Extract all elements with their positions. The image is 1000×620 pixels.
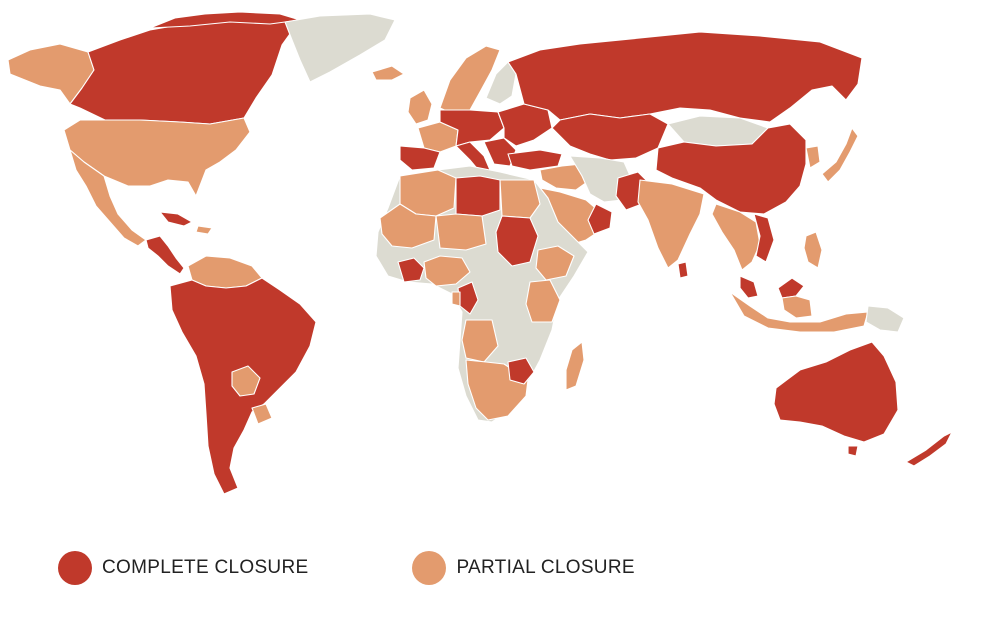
ghana-nigeria xyxy=(423,255,471,287)
middle-east-north xyxy=(539,163,591,191)
mexico xyxy=(69,149,147,247)
world-map xyxy=(7,11,953,495)
sudan xyxy=(495,215,539,267)
canada-islands xyxy=(149,11,301,29)
uruguay xyxy=(251,403,273,425)
russia xyxy=(507,31,863,123)
central-america xyxy=(145,235,185,275)
canada xyxy=(69,19,301,125)
iceland xyxy=(371,65,405,81)
uk-ireland xyxy=(407,89,433,125)
mongolia xyxy=(667,115,769,147)
sri-lanka xyxy=(677,261,689,279)
turkey xyxy=(507,149,563,171)
tasmania xyxy=(847,445,859,457)
legend-item-partial: PARTIAL CLOSURE xyxy=(412,551,635,585)
kenya-tanzania xyxy=(525,279,561,323)
india xyxy=(637,179,705,269)
norway-sweden xyxy=(439,45,501,117)
australia xyxy=(773,341,899,443)
partial-closure-label: PARTIAL CLOSURE xyxy=(456,557,635,578)
zimbabwe xyxy=(507,357,535,385)
complete-closure-label: COMPLETE CLOSURE xyxy=(102,557,309,578)
ivory-coast xyxy=(397,257,425,283)
korea xyxy=(805,145,821,169)
mauritania-mali xyxy=(379,203,437,249)
papua xyxy=(865,305,905,333)
indonesia-borneo xyxy=(781,295,813,319)
caribbean xyxy=(195,225,213,235)
egypt xyxy=(499,179,541,219)
gabon xyxy=(451,291,461,307)
new-zealand xyxy=(905,431,953,467)
vietnam xyxy=(753,213,775,263)
oman xyxy=(587,203,613,235)
eastern-europe xyxy=(497,103,553,147)
legend-item-complete: COMPLETE CLOSURE xyxy=(58,551,308,585)
libya xyxy=(455,175,501,217)
malaysia xyxy=(739,275,759,299)
cuba xyxy=(159,211,193,227)
greenland xyxy=(284,13,396,83)
legend: COMPLETE CLOSURE PARTIAL CLOSURE xyxy=(58,548,635,588)
paraguay xyxy=(231,365,261,397)
malaysia-borneo xyxy=(777,277,805,299)
philippines xyxy=(803,231,823,269)
china xyxy=(655,123,807,215)
niger-chad xyxy=(435,213,487,251)
central-europe xyxy=(439,109,505,147)
partial-closure-swatch xyxy=(412,551,447,585)
ethiopia xyxy=(535,245,575,281)
complete-closure-swatch xyxy=(58,551,92,585)
southeast-asia xyxy=(711,203,761,271)
japan xyxy=(821,127,859,183)
kazakhstan-central-asia xyxy=(551,113,669,161)
iberia xyxy=(399,145,441,171)
madagascar xyxy=(565,341,585,391)
